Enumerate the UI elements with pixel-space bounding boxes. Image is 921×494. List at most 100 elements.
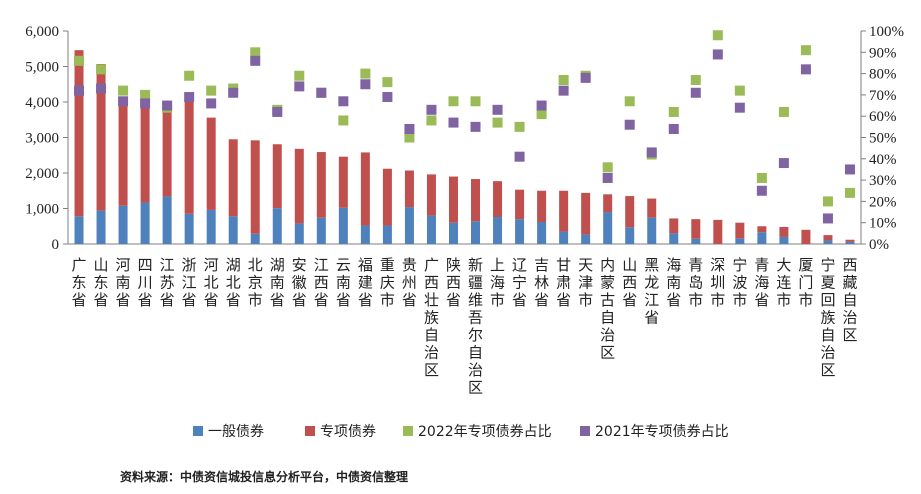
- category-label: 内蒙古自治区: [600, 256, 615, 362]
- ratio-2021-marker: [184, 92, 195, 103]
- category-label: 上海市: [490, 256, 505, 309]
- ratio-2022-marker: [822, 196, 833, 207]
- category-label: 河北省: [204, 256, 219, 309]
- legend-general-bond-swatch: [193, 426, 203, 436]
- right-tick-label: 0%: [869, 237, 889, 253]
- ratio-2021-marker: [844, 164, 855, 175]
- category-label: 西藏自治区: [842, 256, 857, 344]
- right-tick-label: 30%: [869, 173, 897, 189]
- general-bond-bar: [118, 205, 128, 244]
- special-bond-bar: [404, 170, 414, 208]
- ratio-2022-marker: [602, 162, 613, 173]
- ratio-2021-marker: [316, 87, 327, 98]
- left-tick-label: 5,000: [25, 60, 59, 76]
- general-bond-bar: [294, 223, 304, 244]
- ratio-2021-marker: [250, 55, 261, 66]
- ratio-2021-marker: [228, 87, 239, 98]
- ratio-2021-marker: [338, 96, 349, 107]
- category-label: 新疆维吾尔自治区: [468, 256, 483, 397]
- special-bond-bar: [448, 176, 458, 223]
- general-bond-bar: [559, 231, 569, 244]
- ratio-2022-marker: [624, 96, 635, 107]
- category-label: 大连市: [776, 256, 791, 309]
- ratio-2021-marker: [206, 98, 217, 109]
- general-bond-bar: [603, 212, 613, 244]
- general-bond-bar: [250, 233, 260, 244]
- ratio-2022-marker: [734, 85, 745, 96]
- ratio-2021-marker: [514, 151, 525, 162]
- ratio-2021-marker: [778, 158, 789, 169]
- ratio-2021-marker: [602, 172, 613, 183]
- special-bond-bar: [206, 117, 216, 210]
- ratio-2021-marker: [162, 100, 173, 111]
- right-axis-ticks: 0% 10% 20% 30% 40% 50% 60% 70% 80% 90% 100%: [861, 24, 904, 253]
- special-bond-bar: [338, 156, 348, 208]
- general-bond-bar: [757, 232, 767, 244]
- ratio-2022-marker: [140, 89, 151, 100]
- general-bond-bar: [537, 221, 547, 244]
- category-label: 深圳市: [710, 256, 725, 309]
- general-bond-bar: [426, 215, 436, 244]
- ratio-2022-marker: [96, 64, 107, 75]
- general-bond-bar: [581, 234, 591, 244]
- right-tick-label: 50%: [869, 131, 897, 147]
- general-bond-bar: [360, 225, 370, 244]
- general-bond-bar: [96, 210, 106, 244]
- ratio-2022-marker: [294, 70, 305, 81]
- general-bond-bar: [669, 233, 679, 244]
- category-label: 陕西省: [446, 256, 461, 309]
- ratio-2022-marker: [118, 85, 129, 96]
- category-label: 四川省: [138, 256, 153, 309]
- category-label: 安徽省: [292, 256, 307, 309]
- general-bond-bar: [515, 219, 525, 244]
- right-tick-label: 70%: [869, 88, 897, 104]
- special-bond-bar: [845, 239, 855, 242]
- ratio-2021-marker: [360, 79, 371, 90]
- general-bond-bar: [845, 241, 855, 244]
- ratio-2022-marker: [404, 132, 415, 143]
- category-label: 吉林省: [534, 256, 549, 309]
- special-bond-bar: [559, 190, 569, 232]
- category-label: 宁波市: [732, 256, 747, 309]
- ratio-2021-marker: [294, 81, 305, 92]
- ratio-2022-marker: [492, 117, 503, 128]
- special-bond-bar: [162, 110, 172, 197]
- right-tick-label: 40%: [869, 152, 897, 168]
- category-label: 天津市: [578, 256, 593, 309]
- general-bond-bar: [272, 208, 282, 244]
- right-tick-label: 20%: [869, 194, 897, 210]
- general-bond-bar: [471, 221, 481, 244]
- general-bond-bar: [691, 238, 701, 244]
- general-bond-bar: [647, 217, 657, 244]
- ratio-2022-marker: [250, 47, 261, 58]
- special-bond-bar: [537, 190, 547, 222]
- ratio-2021-marker: [690, 87, 701, 98]
- category-label: 宁夏回族自治区: [820, 256, 835, 379]
- left-tick-label: 0: [52, 237, 60, 253]
- special-bond-bar: [382, 168, 392, 226]
- ratio-2021-marker: [580, 72, 591, 83]
- category-label: 云南省: [336, 256, 351, 309]
- ratio-2021-marker: [426, 104, 437, 115]
- ratio-2021-marker: [74, 85, 85, 96]
- ratio-2021-marker: [118, 96, 129, 107]
- category-label: 贵州省: [402, 256, 417, 309]
- special-bond-bar: [184, 99, 194, 214]
- special-bond-bar: [96, 64, 106, 211]
- ratio-2022-marker: [206, 85, 217, 96]
- category-label: 黑龙江省: [644, 256, 659, 327]
- legend-special-bond-swatch: [305, 426, 315, 436]
- general-bond-bar: [74, 216, 84, 244]
- category-label: 北京市: [248, 256, 263, 309]
- general-bond-bar: [625, 227, 635, 244]
- legend-ratio-2021-label: 2021年专项债券占比: [595, 424, 729, 440]
- special-bond-bar: [625, 196, 635, 228]
- right-tick-label: 80%: [869, 67, 897, 83]
- category-label: 山东省: [94, 256, 109, 309]
- ratio-2021-marker: [668, 123, 679, 134]
- ratio-2022-marker: [360, 68, 371, 79]
- ratio-2022-marker: [184, 70, 195, 81]
- special-bond-bar: [823, 235, 833, 241]
- ratio-2022-marker: [558, 74, 569, 85]
